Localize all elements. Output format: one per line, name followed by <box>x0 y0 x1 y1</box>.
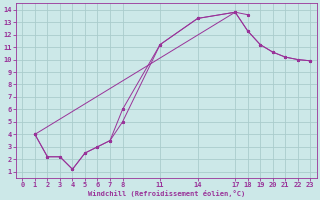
X-axis label: Windchill (Refroidissement éolien,°C): Windchill (Refroidissement éolien,°C) <box>88 190 245 197</box>
